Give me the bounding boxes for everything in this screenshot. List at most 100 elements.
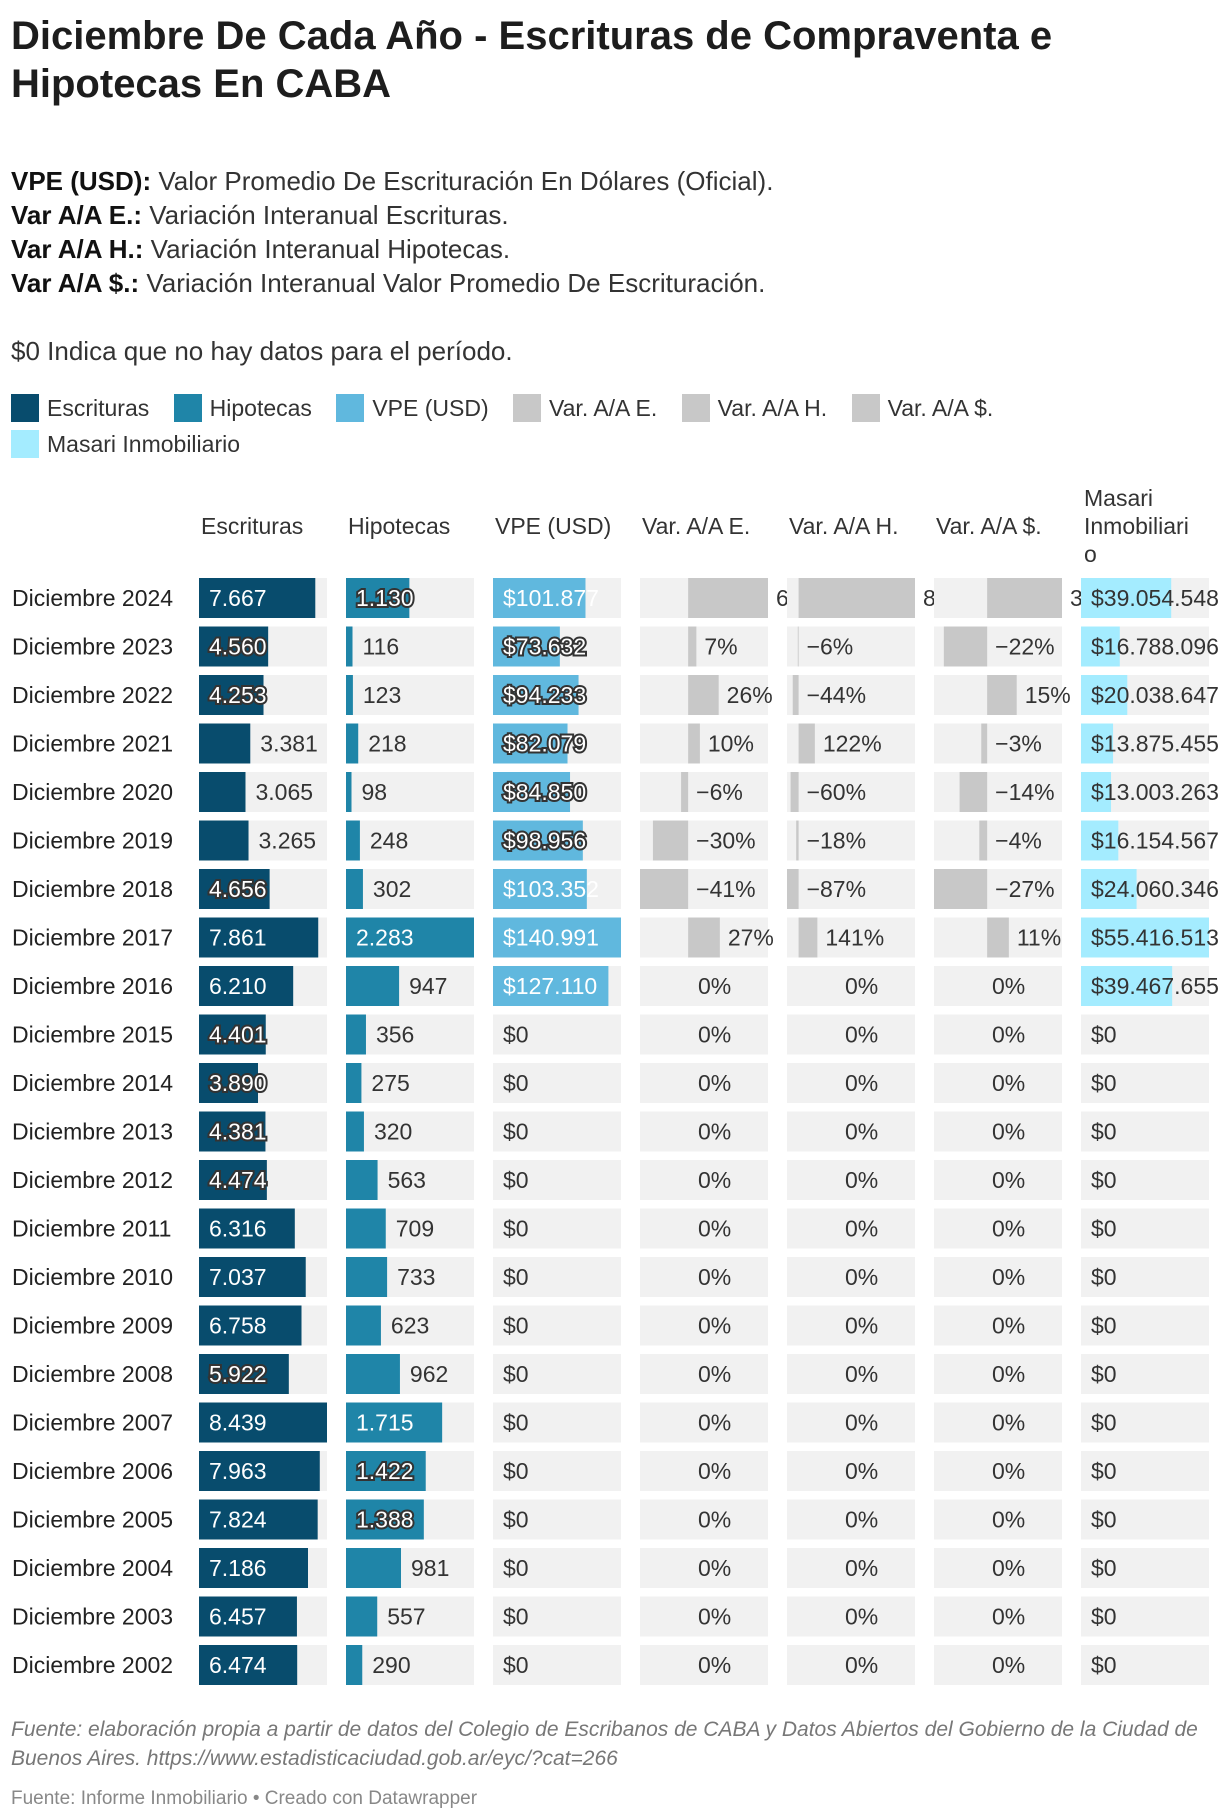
var-p-bar [987,675,1017,715]
row-label: Diciembre 2002 [12,1652,173,1678]
escrituras-bar [199,917,319,958]
hipotecas-value: 123 [363,682,401,708]
vpe-value: $0 [503,1119,529,1145]
vpe-value: $0 [503,1264,529,1290]
hipotecas-bar [346,1160,378,1200]
row-background [493,1499,621,1540]
masari-bar [1081,675,1128,715]
var-e-value: 27% [728,925,774,951]
var-e-value: 0% [698,1604,731,1630]
vpe-value: $84.850 [503,779,586,805]
var-e-value: 0% [698,1410,731,1436]
row-background [787,1063,915,1103]
hipotecas-value: 275 [371,1070,409,1096]
var-e-value: 0% [698,1216,731,1242]
row-label: Diciembre 2018 [12,876,173,902]
masari-value: $0 [1091,1022,1117,1048]
escrituras-bar [199,1208,295,1249]
row-background [934,820,1062,861]
var-p-value: 11% [1017,925,1061,951]
legend-swatch [851,394,880,422]
row-background [1081,1257,1209,1297]
row-background [934,1111,1062,1152]
legend-item-var-e: Var. A/A E. [513,390,657,426]
escrituras-bar [199,1499,318,1540]
var-h-value: 0% [845,1458,878,1484]
row-background [934,772,1062,812]
masari-value: $0 [1091,1119,1117,1145]
row-background [1081,1111,1209,1152]
var-p-value: 0% [992,1410,1025,1436]
escrituras-value: 4.401 [209,1022,267,1048]
row-background [934,966,1062,1006]
column-header-masari: Masari Inmobiliari o [1084,485,1189,567]
row-background [493,1596,621,1637]
escrituras-bar [199,820,249,861]
escrituras-value: 3.890 [209,1070,267,1096]
row-background [640,1451,768,1491]
escrituras-bar [199,772,246,812]
var-p-value: −14% [995,779,1054,805]
row-background [640,1208,768,1249]
var-p-value: 0% [992,1507,1025,1533]
row-background [934,1645,1062,1685]
escrituras-bar [199,1111,266,1152]
column-header-escrituras: Escrituras [201,513,303,539]
row-background [346,869,474,909]
row-background [787,1111,915,1152]
var-h-bar [798,723,815,764]
hipotecas-bar [346,917,474,958]
escrituras-value: 7.861 [209,925,267,951]
var-p-value: −4% [995,828,1042,854]
row-background [346,772,474,812]
masari-value: $0 [1091,1313,1117,1339]
row-background [1081,1402,1209,1443]
var-h-value: −87% [807,876,866,902]
description-line: Var A/A $.: Variación Interanual Valor P… [11,268,766,298]
masari-bar [1081,966,1173,1006]
var-e-value: 0% [698,1361,731,1387]
var-h-bar [797,626,799,667]
hipotecas-value: 1.388 [356,1507,414,1533]
row-background [934,1257,1062,1297]
var-e-value: 0% [698,1458,731,1484]
vpe-bar [493,772,571,812]
var-e-value: 0% [698,1022,731,1048]
escrituras-value: 3.065 [255,779,313,805]
row-background [346,626,474,667]
row-background [787,1208,915,1249]
masari-bar [1081,917,1209,958]
bar-table-svg: Escrituras Hipotecas VPE (USD) Var. A/A E. V… [12,485,1219,1685]
hipotecas-value: 947 [409,973,447,999]
row-label: Diciembre 2021 [12,731,173,757]
legend-swatch [11,430,39,458]
row-background [640,626,768,667]
masari-value: $0 [1091,1604,1117,1630]
escrituras-bar [199,1354,289,1394]
masari-bar [1081,578,1172,618]
var-e-value: 0% [698,973,731,999]
row-label: Diciembre 2010 [12,1264,173,1290]
row-background [640,723,768,764]
escrituras-value: 5.922 [209,1361,267,1387]
var-e-value: 7% [704,634,737,660]
row-label: Diciembre 2008 [12,1361,173,1387]
row-label: Diciembre 2024 [12,585,173,611]
var-e-value: 0% [698,1652,731,1678]
var-h-value: 0% [845,1264,878,1290]
vpe-value: $0 [503,1167,529,1193]
masari-value: $0 [1091,1458,1117,1484]
masari-value: $39.054.548 [1091,585,1219,611]
row-background [787,1354,915,1394]
row-label: Diciembre 2011 [12,1216,171,1242]
var-e-bar [640,869,689,909]
hipotecas-bar [346,1354,400,1394]
row-background [493,1257,621,1297]
escrituras-bar [199,1063,259,1103]
row-background [1081,1451,1209,1491]
var-p-value: 0% [992,973,1025,999]
vpe-value: $0 [503,1361,529,1387]
row-background [493,1548,621,1588]
var-e-value: 0% [698,1264,731,1290]
hipotecas-value: 623 [391,1313,429,1339]
